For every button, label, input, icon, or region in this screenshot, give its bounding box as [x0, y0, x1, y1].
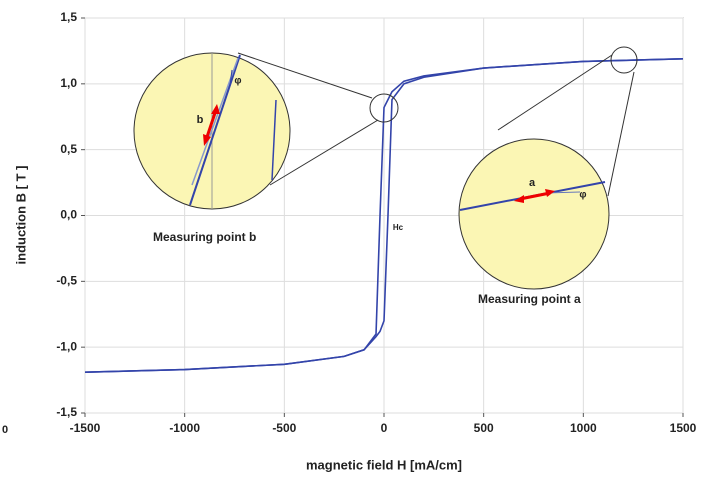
- y-tick-label: 1,0: [60, 76, 77, 90]
- y-tick-label: -1,0: [56, 339, 77, 353]
- x-axis-label: magnetic field H [mA/cm]: [306, 457, 462, 472]
- annotation: 0: [2, 424, 8, 436]
- zoom-a: [459, 139, 609, 289]
- annotation: a: [529, 177, 536, 189]
- y-tick-label: 1,5: [60, 10, 77, 24]
- page: {"chart_data": { "type": "line", "x_labe…: [0, 0, 720, 479]
- x-tick-label: 0: [381, 421, 388, 435]
- y-tick-label: -1,5: [56, 405, 77, 419]
- y-tick-label: 0,5: [60, 142, 77, 156]
- x-tick-label: 1000: [570, 421, 597, 435]
- annotation: Hc: [393, 223, 404, 232]
- annotation: Measuring point b: [153, 230, 256, 244]
- y-tick-label: -0,5: [56, 274, 77, 288]
- chart: magnetic field H [mA/cm] induction B [ T…: [0, 0, 720, 479]
- annotation: φ: [234, 76, 241, 87]
- y-axis-label: induction B [ T ]: [13, 166, 28, 265]
- annotation: φ: [579, 190, 586, 201]
- y-tick-label: 0,0: [60, 208, 77, 222]
- x-tick-label: -1500: [70, 421, 101, 435]
- x-tick-label: 1500: [670, 421, 697, 435]
- annotation: Measuring point a: [478, 292, 581, 306]
- x-tick-label: 500: [474, 421, 494, 435]
- annotation: b: [197, 114, 204, 126]
- x-tick-label: -1000: [169, 421, 200, 435]
- zoom-b: [134, 53, 290, 209]
- x-tick-label: -500: [272, 421, 296, 435]
